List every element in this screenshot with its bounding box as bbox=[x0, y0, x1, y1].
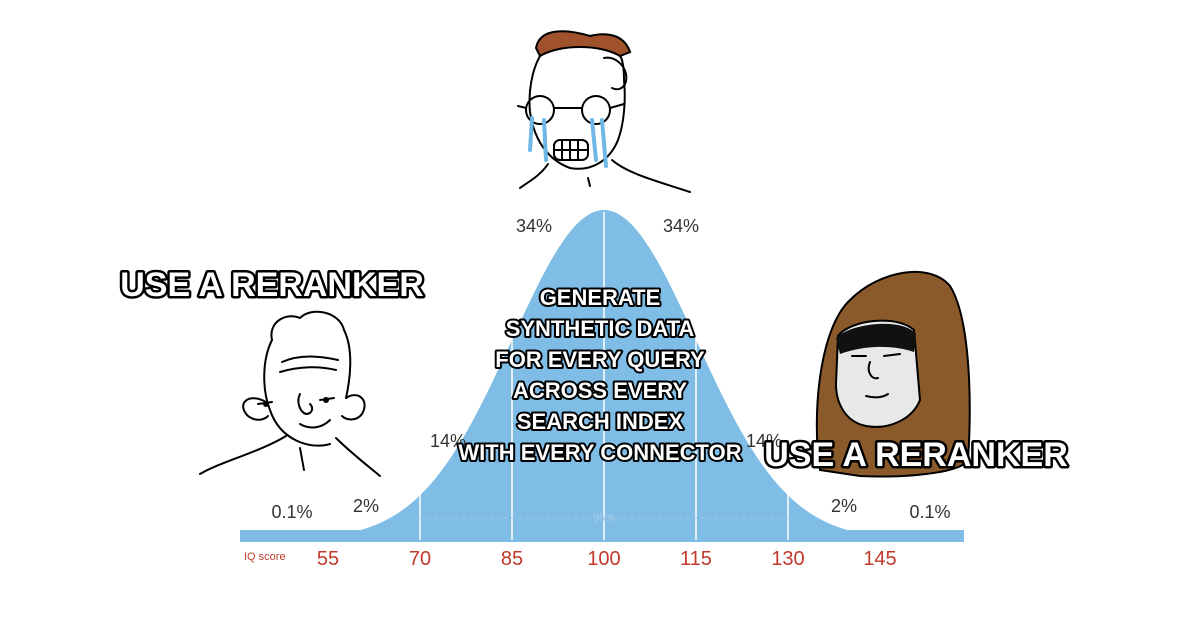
center-mark: 95% bbox=[593, 512, 615, 524]
caption-center-line: GENERATE bbox=[540, 285, 661, 310]
pct-left-2: 2% bbox=[353, 496, 379, 516]
caption-center-line: WITH EVERY CONNECTOR bbox=[458, 440, 741, 465]
iq-tick-label: 70 bbox=[409, 548, 431, 570]
pct-left-14: 14% bbox=[430, 431, 466, 451]
wojak-simple-face-icon bbox=[199, 310, 381, 477]
pct-right-2: 2% bbox=[831, 496, 857, 516]
bell-curve-area bbox=[240, 210, 964, 540]
pct-right-14: 14% bbox=[746, 431, 782, 451]
caption-center-line: SYNTHETIC DATA bbox=[506, 316, 695, 341]
iq-tick-label: 85 bbox=[501, 548, 523, 570]
pct-left-34: 34% bbox=[516, 216, 552, 236]
sigma-dividers bbox=[419, 212, 789, 540]
iq-tick-label: 145 bbox=[863, 548, 896, 570]
caption-center-line: ACROSS EVERY bbox=[513, 378, 687, 403]
caption-center-line: FOR EVERY QUERY bbox=[495, 347, 705, 372]
caption-left: USE A RERANKER bbox=[120, 266, 424, 304]
iq-axis-label: IQ score bbox=[244, 551, 286, 563]
iq-tick-label: 115 bbox=[680, 548, 712, 570]
iq-tick-label: 100 bbox=[587, 548, 620, 570]
caption-center: GENERATE SYNTHETIC DATA FOR EVERY QUERY … bbox=[456, 283, 743, 467]
iq-axis-ticks: 55 70 85 100 115 130 145 bbox=[317, 548, 897, 570]
caption-center-line: SEARCH INDEX bbox=[517, 409, 684, 434]
iq-tick-label: 55 bbox=[317, 548, 339, 570]
curve-baseline-band bbox=[240, 530, 964, 542]
pct-right-34: 34% bbox=[663, 216, 699, 236]
hooded-face-icon bbox=[815, 270, 971, 478]
caption-right: USE A RERANKER bbox=[764, 436, 1068, 474]
pct-left-tail: 0.1% bbox=[271, 502, 312, 522]
pct-right-tail: 0.1% bbox=[909, 502, 950, 522]
iq-tick-label: 130 bbox=[771, 548, 804, 570]
soyjak-crying-face-icon bbox=[517, 30, 691, 193]
